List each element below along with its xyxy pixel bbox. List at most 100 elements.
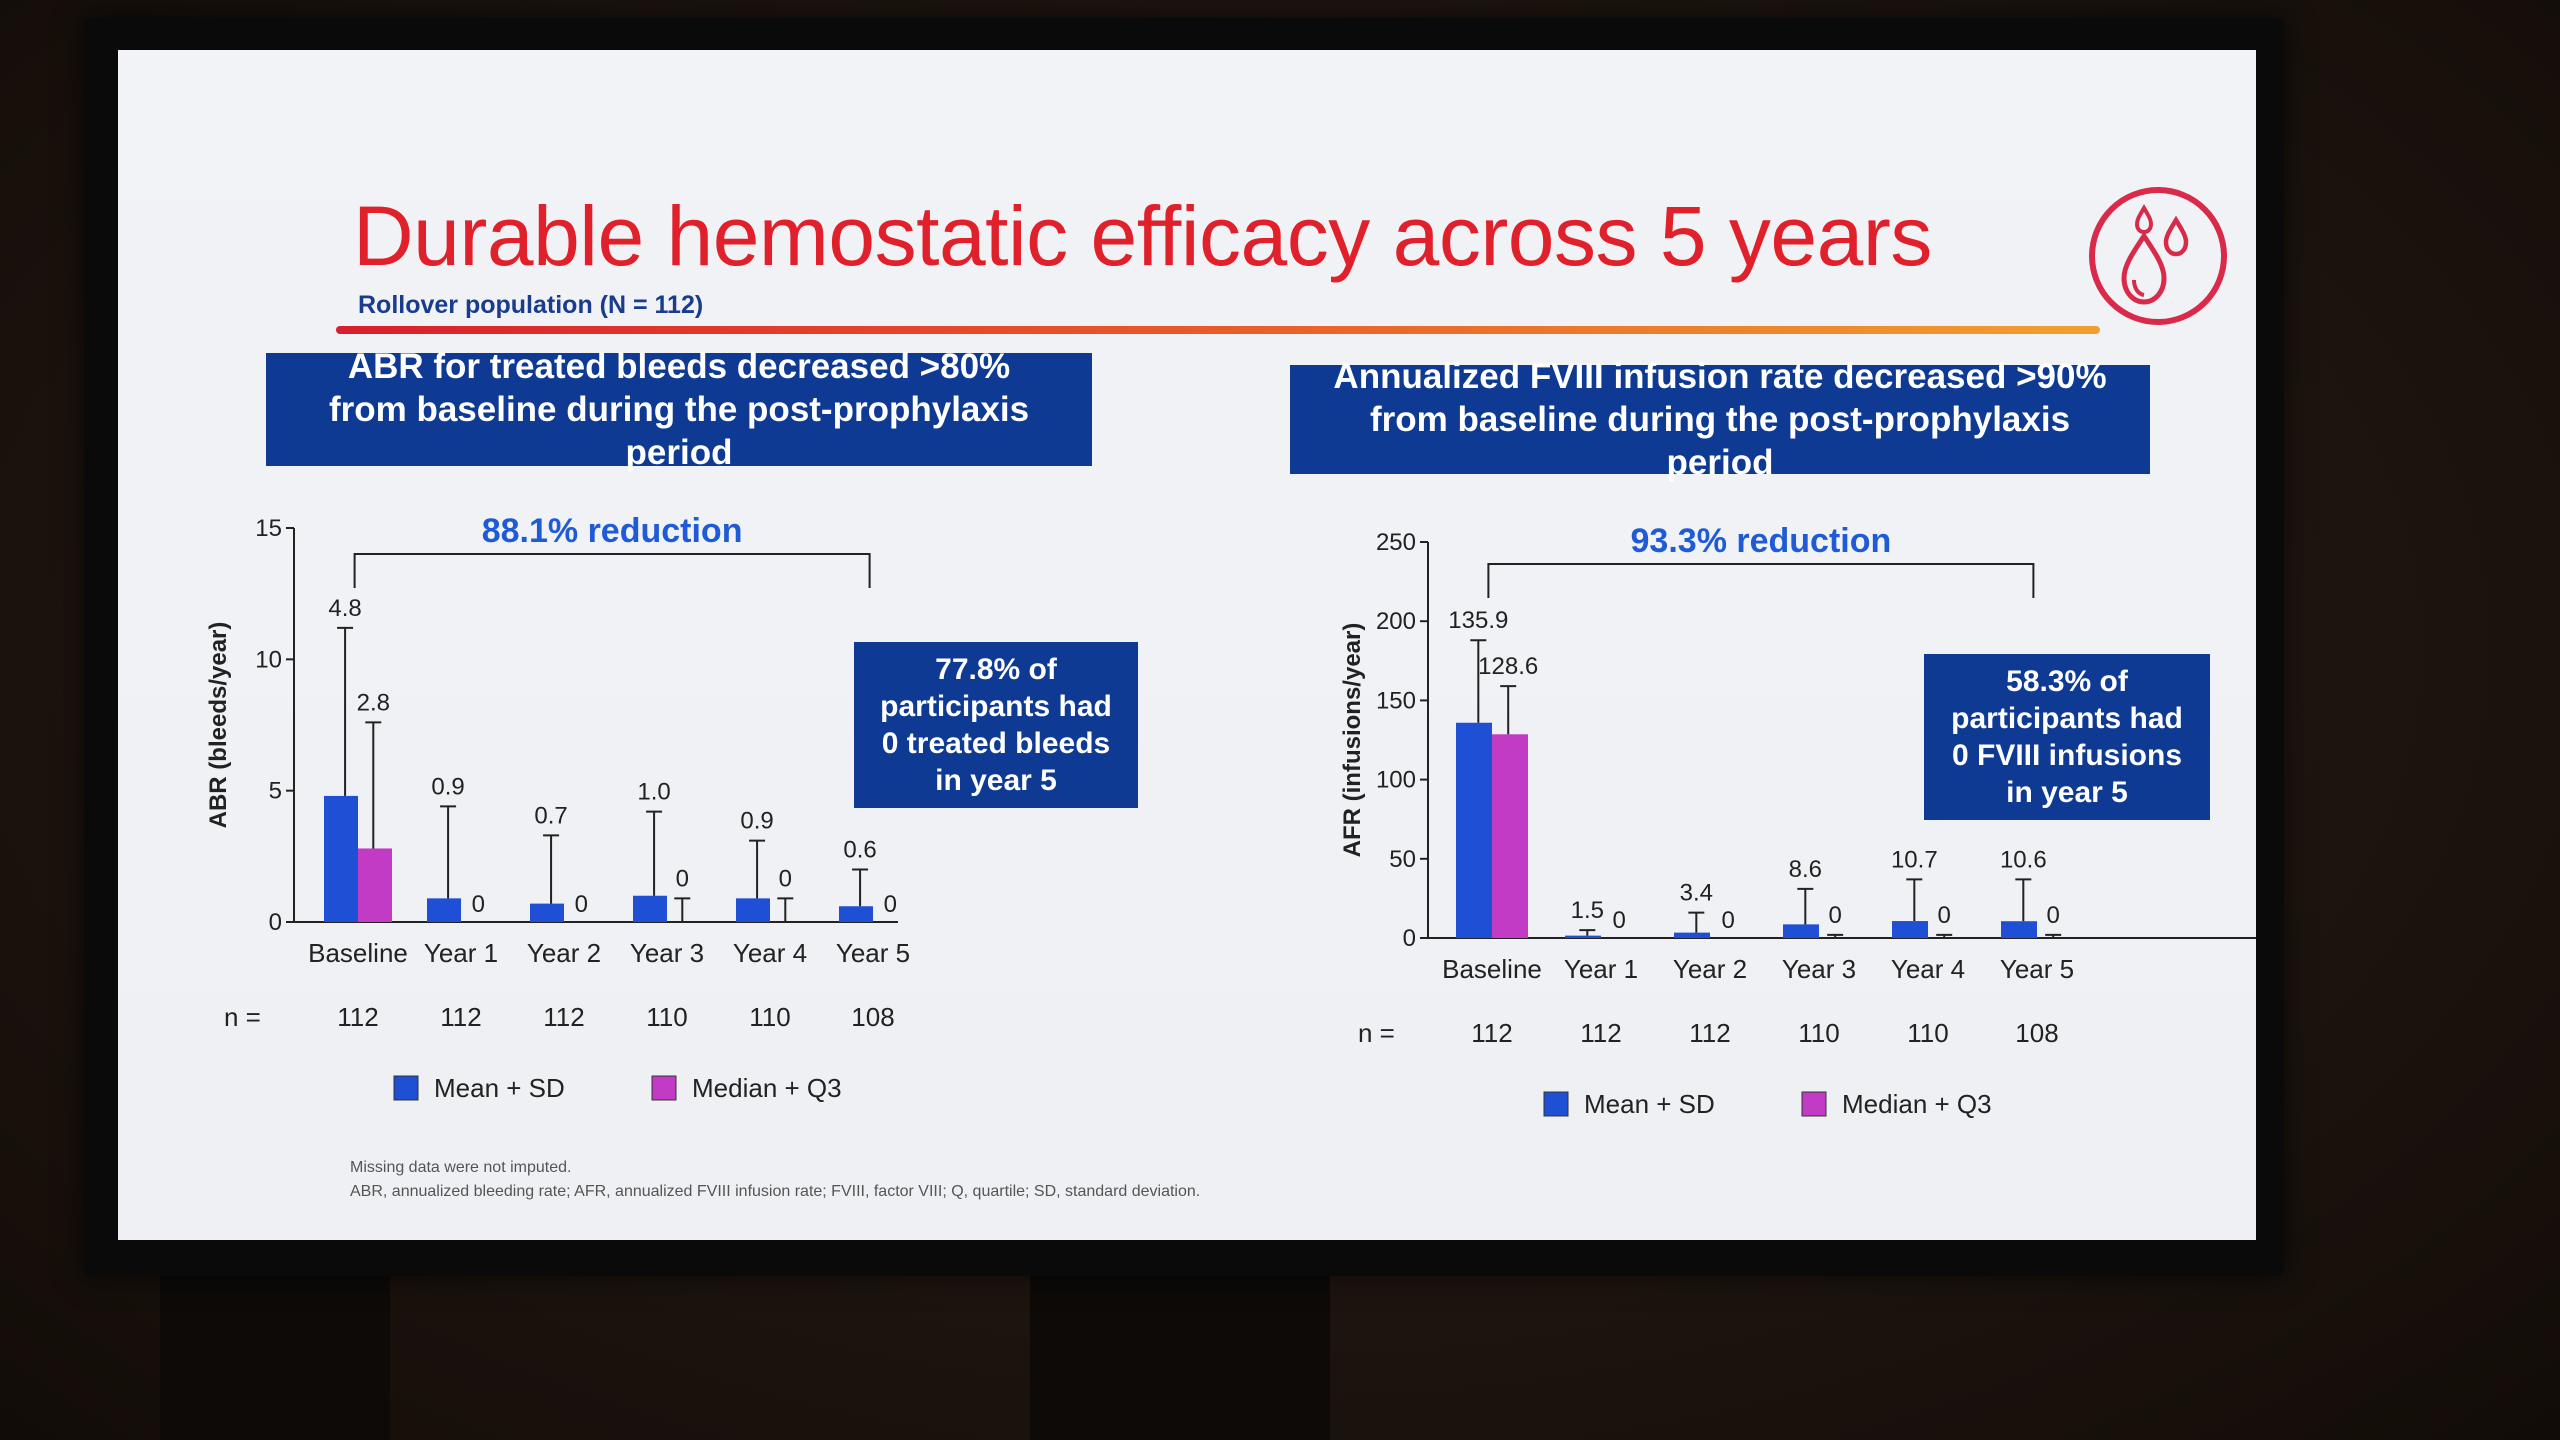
mean-bar — [1456, 722, 1492, 938]
mean-value-label: 8.6 — [1789, 856, 1822, 883]
abr-banner: ABR for treated bleeds decreased >80% fr… — [266, 347, 1092, 472]
monitor-stand-right — [1030, 1260, 1330, 1440]
y-axis-title: AFR (infusions/year) — [1339, 623, 1366, 858]
n-value: 112 — [1689, 1018, 1730, 1048]
mean-bar — [1783, 924, 1819, 938]
mean-bar — [2001, 921, 2037, 938]
footnote-line-1: Missing data were not imputed. — [350, 1159, 572, 1176]
category-label: Year 2 — [1673, 954, 1747, 984]
legend-swatch-mean — [1543, 1091, 1569, 1117]
mean-bar — [1892, 921, 1928, 938]
median-value-label: 2.8 — [357, 689, 390, 716]
monitor-stand-left — [160, 1260, 390, 1440]
median-value-label: 0 — [884, 891, 897, 918]
mean-bar — [1565, 935, 1601, 938]
median-bar — [358, 848, 392, 922]
mean-value-label: 10.7 — [1891, 846, 1938, 873]
median-value-label: 0 — [1938, 902, 1951, 929]
y-tick-label: 250 — [1376, 529, 1416, 556]
slide-subtitle: Rollover population (N = 112) — [358, 291, 704, 319]
y-tick-label: 200 — [1376, 608, 1416, 635]
category-label: Year 3 — [1782, 954, 1856, 984]
legend-label-mean: Mean + SD — [434, 1073, 565, 1103]
category-label: Baseline — [1442, 954, 1542, 984]
legend-swatch-median — [1801, 1091, 1827, 1117]
abr-chart: 0 5 10 15 ABR (bleeds/year) 4.8 2.8 Baseline 112… — [205, 512, 910, 1103]
afr-callout: 58.3% of participants had 0 FVIII infusi… — [1924, 654, 2210, 820]
mean-value-label: 1.0 — [637, 779, 670, 806]
y-tick-label: 0 — [269, 909, 282, 936]
mean-value-label: 3.4 — [1680, 880, 1713, 907]
n-label: n = — [1358, 1018, 1395, 1048]
slide-title: Durable hemostatic efficacy across 5 yea… — [353, 189, 1932, 283]
n-value: 108 — [2015, 1018, 2058, 1048]
category-label: Year 4 — [1891, 954, 1965, 984]
category-label: Year 3 — [630, 938, 704, 968]
reduction-label: 88.1% reduction — [482, 512, 743, 550]
afr-chart: 0 50 100 150 200 250 AFR (infusions/year) 135.9… — [1339, 522, 2256, 1119]
mean-value-label: 1.5 — [1571, 897, 1604, 924]
mean-value-label: 135.9 — [1448, 607, 1508, 634]
category-label: Year 5 — [836, 938, 910, 968]
median-value-label: 0 — [1613, 907, 1626, 934]
y-axis-title: ABR (bleeds/year) — [205, 622, 232, 829]
n-value: 112 — [1471, 1018, 1512, 1048]
y-tick-label: 15 — [255, 515, 282, 542]
mean-value-label: 4.8 — [328, 595, 361, 622]
y-tick-label: 5 — [269, 778, 282, 805]
n-value: 110 — [749, 1002, 790, 1032]
title-underline — [336, 326, 2100, 334]
reduction-label: 93.3% reduction — [1631, 522, 1892, 560]
median-value-label: 128.6 — [1478, 653, 1538, 680]
category-label: Year 2 — [527, 938, 601, 968]
footnote: Missing data were not imputed. ABR, annu… — [350, 1156, 1200, 1204]
presentation-slide: Durable hemostatic efficacy across 5 yea… — [118, 50, 2256, 1240]
mean-bar — [839, 906, 873, 922]
mean-bar — [530, 903, 564, 922]
abr-callout: 77.8% of participants had 0 treated blee… — [854, 642, 1138, 808]
mean-value-label: 0.6 — [843, 836, 876, 863]
y-tick-label: 10 — [255, 646, 282, 673]
n-value: 110 — [1798, 1018, 1839, 1048]
mean-bar — [427, 898, 461, 922]
reduction-bracket — [353, 553, 871, 588]
y-tick-label: 50 — [1389, 846, 1416, 873]
n-value: 112 — [337, 1002, 378, 1032]
mean-value-label: 0.9 — [740, 808, 773, 835]
mean-bar — [324, 795, 358, 922]
mean-value-label: 0.7 — [534, 802, 567, 829]
category-label: Year 4 — [733, 938, 807, 968]
median-value-label: 0 — [676, 865, 689, 892]
y-tick-label: 150 — [1376, 687, 1416, 714]
n-value: 112 — [1580, 1018, 1621, 1048]
median-value-label: 0 — [575, 891, 588, 918]
category-label: Year 1 — [1564, 954, 1638, 984]
legend-swatch-median — [651, 1075, 677, 1101]
legend-label-median: Median + Q3 — [1842, 1089, 1992, 1119]
n-value: 112 — [543, 1002, 584, 1032]
y-tick-label: 0 — [1403, 925, 1416, 952]
n-value: 108 — [851, 1002, 894, 1032]
blood-drops-icon — [2089, 187, 2227, 325]
legend-label-mean: Mean + SD — [1584, 1089, 1715, 1119]
mean-bar — [1674, 932, 1710, 938]
median-value-label: 0 — [472, 891, 485, 918]
mean-bar — [633, 895, 667, 922]
mean-value-label: 10.6 — [2000, 846, 2047, 873]
median-bar — [1492, 734, 1528, 938]
legend-swatch-mean — [393, 1075, 419, 1101]
median-value-label: 0 — [2047, 902, 2060, 929]
n-value: 112 — [440, 1002, 481, 1032]
n-value: 110 — [1907, 1018, 1948, 1048]
mean-value-label: 0.9 — [431, 773, 464, 800]
median-value-label: 0 — [1722, 907, 1735, 934]
mean-bar — [736, 898, 770, 922]
category-label: Year 5 — [2000, 954, 2074, 984]
y-tick-label: 100 — [1376, 767, 1416, 794]
category-label: Year 1 — [424, 938, 498, 968]
legend-label-median: Median + Q3 — [692, 1073, 842, 1103]
median-value-label: 0 — [1829, 902, 1842, 929]
reduction-bracket — [1487, 563, 2035, 598]
median-value-label: 0 — [779, 865, 792, 892]
n-value: 110 — [646, 1002, 687, 1032]
